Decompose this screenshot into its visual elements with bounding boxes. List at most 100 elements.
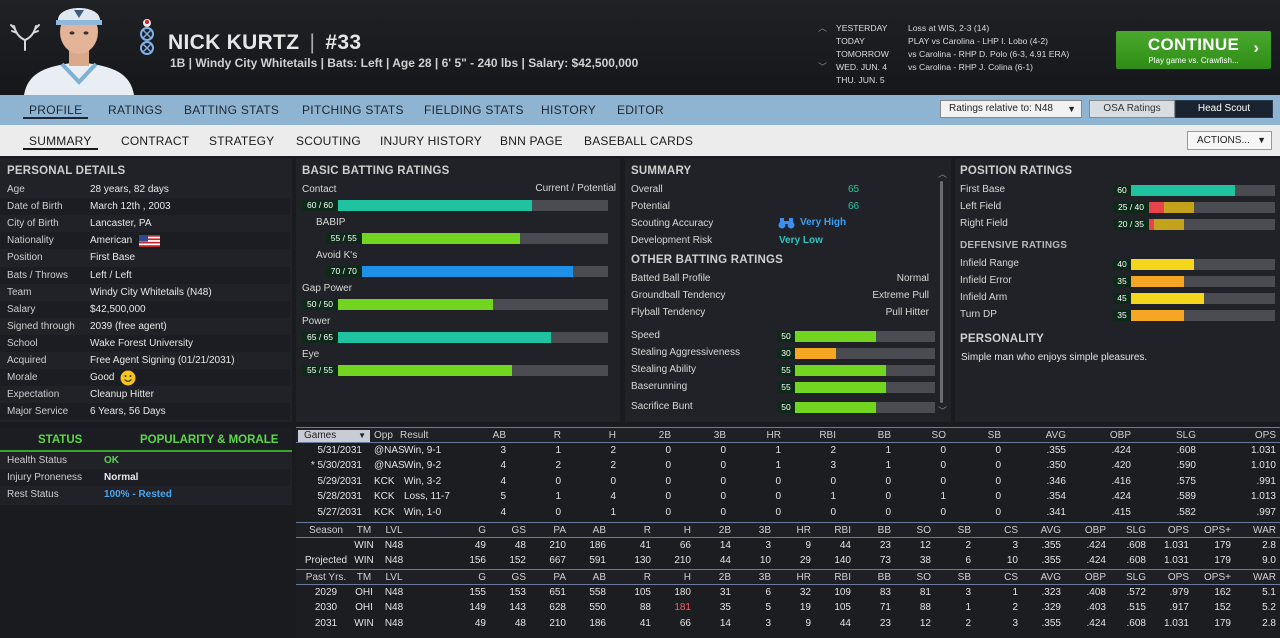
actions-dropdown[interactable]: ACTIONS... ▼: [1187, 131, 1272, 150]
column-header[interactable]: BB: [877, 430, 891, 441]
column-header[interactable]: WAR: [1253, 525, 1276, 536]
tab-contract[interactable]: CONTRACT: [121, 134, 190, 148]
column-header[interactable]: HR: [796, 572, 811, 583]
ratings-relative-select[interactable]: Ratings relative to: N48 ▼: [940, 100, 1082, 118]
column-header[interactable]: Result: [400, 430, 429, 441]
scroll-up-icon[interactable]: ︿: [938, 169, 948, 179]
summary-scrollbar[interactable]: ︿ ﹀: [938, 167, 948, 417]
column-header[interactable]: SO: [931, 430, 946, 441]
column-header[interactable]: PA: [553, 525, 566, 536]
antlers-logo-icon[interactable]: [8, 20, 42, 54]
column-header[interactable]: 2B: [658, 430, 671, 441]
past-row[interactable]: 2030 OHI N48 149 143 628 550 88 181 35 5 19 105 71 88 1…: [296, 600, 1280, 616]
tab-batting-stats[interactable]: BATTING STATS: [184, 103, 280, 117]
column-header[interactable]: R: [643, 525, 651, 536]
scrollbar-thumb[interactable]: [940, 181, 943, 403]
column-header[interactable]: 3B: [758, 572, 771, 583]
column-header[interactable]: 2B: [718, 572, 731, 583]
column-header[interactable]: HR: [796, 525, 811, 536]
column-header[interactable]: BB: [877, 572, 891, 583]
column-header[interactable]: GS: [511, 525, 526, 536]
column-header[interactable]: TM: [356, 572, 372, 583]
game-row[interactable]: 5/29/2031 KCK Win, 3-2 4 0 0 0 0 0 0 0 0 0 .346 .416 .5…: [296, 474, 1280, 490]
column-header[interactable]: SB: [957, 572, 971, 583]
column-header[interactable]: OBP: [1084, 525, 1106, 536]
head-scout-button[interactable]: Head Scout: [1175, 100, 1273, 118]
column-header[interactable]: OPS: [1167, 572, 1189, 583]
column-header[interactable]: OBP: [1109, 430, 1131, 441]
tab-history[interactable]: HISTORY: [541, 103, 597, 117]
column-header[interactable]: R: [643, 572, 651, 583]
column-header[interactable]: CS: [1004, 572, 1018, 583]
column-header[interactable]: WAR: [1253, 572, 1276, 583]
column-header[interactable]: RBI: [819, 430, 836, 441]
column-header[interactable]: RBI: [834, 572, 851, 583]
column-header[interactable]: OPS+: [1204, 572, 1231, 583]
tab-injury-history[interactable]: INJURY HISTORY: [380, 134, 482, 148]
column-header[interactable]: LVL: [385, 525, 403, 536]
column-header[interactable]: CS: [1004, 525, 1018, 536]
tab-pitching-stats[interactable]: PITCHING STATS: [302, 103, 404, 117]
column-header[interactable]: Opp: [374, 430, 393, 441]
column-header[interactable]: RBI: [834, 525, 851, 536]
column-header[interactable]: OPS: [1254, 430, 1276, 441]
schedule-row[interactable]: THU. JUN. 5: [818, 74, 1078, 87]
column-header[interactable]: BB: [877, 525, 891, 536]
column-header[interactable]: R: [553, 430, 561, 441]
season-row[interactable]: WIN N48 49 48 210 186 41 66 14 3 9 44 23 12 2 3.355.424…: [296, 538, 1280, 554]
tab-status[interactable]: STATUS: [38, 434, 83, 446]
tab-profile[interactable]: PROFILE: [23, 103, 89, 119]
schedule-row[interactable]: ﹀ WED. JUN. 4 vs Carolina - RHP J. Colina …: [818, 61, 1078, 74]
game-row[interactable]: * 5/30/2031 @NAS Win, 9-2 4 2 2 0 0 1 3 1 0 0 .350 .42…: [296, 458, 1280, 474]
tab-editor[interactable]: EDITOR: [617, 103, 664, 117]
tab-scouting[interactable]: SCOUTING: [296, 134, 361, 148]
column-header[interactable]: OPS+: [1204, 525, 1231, 536]
continue-button[interactable]: CONTINUE Play game vs. Crawfish... ›: [1116, 31, 1271, 69]
tab-ratings[interactable]: RATINGS: [108, 103, 163, 117]
column-header[interactable]: PA: [553, 572, 566, 583]
column-header[interactable]: H: [683, 572, 691, 583]
column-header[interactable]: H: [683, 525, 691, 536]
column-header[interactable]: SLG: [1125, 572, 1146, 583]
column-header[interactable]: GS: [511, 572, 526, 583]
column-header[interactable]: H: [608, 430, 616, 441]
column-header[interactable]: SO: [916, 525, 931, 536]
column-header[interactable]: AVG: [1040, 572, 1061, 583]
tab-summary[interactable]: SUMMARY: [23, 134, 98, 150]
column-header[interactable]: TM: [356, 525, 372, 536]
scroll-down-icon[interactable]: ﹀: [938, 406, 948, 416]
column-header[interactable]: AVG: [1045, 430, 1066, 441]
column-header[interactable]: Past Yrs.: [305, 572, 347, 583]
column-header[interactable]: SB: [957, 525, 971, 536]
schedule-row[interactable]: TODAY PLAY vs Carolina - LHP I. Lobo (4-2…: [818, 35, 1078, 48]
column-header[interactable]: 3B: [713, 430, 726, 441]
column-header[interactable]: G: [478, 525, 486, 536]
up-arrow-icon[interactable]: ︿: [818, 23, 828, 33]
column-header[interactable]: 2B: [718, 525, 731, 536]
osa-ratings-button[interactable]: OSA Ratings: [1089, 100, 1175, 118]
column-header[interactable]: HR: [766, 430, 781, 441]
games-selector[interactable]: Games ▼: [298, 429, 370, 442]
tab-bnn-page[interactable]: BNN PAGE: [500, 134, 563, 148]
schedule-row[interactable]: ︿ YESTERDAY Loss at WIS, 2-3 (14): [818, 22, 1078, 35]
column-header[interactable]: Season: [309, 525, 343, 536]
game-row[interactable]: 5/27/2031 KCK Win, 1-0 4 0 1 0 0 0 0 0 0 0 .341 .415 .5…: [296, 505, 1280, 521]
tab-baseball-cards[interactable]: BASEBALL CARDS: [584, 134, 694, 148]
game-row[interactable]: 5/28/2031 KCK Loss, 11-7 5 1 4 0 0 0 1 0 1 0 .354 .424…: [296, 489, 1280, 505]
game-row[interactable]: 5/31/2031 @NAS Win, 9-1 3 1 2 0 0 1 2 1 0 0 .355 .424.…: [296, 443, 1280, 459]
season-row[interactable]: Projected WIN N48 156 152 667 591 130 210 44 10 29 1…: [296, 553, 1280, 569]
column-header[interactable]: SO: [916, 572, 931, 583]
column-header[interactable]: SB: [987, 430, 1001, 441]
column-header[interactable]: OPS: [1167, 525, 1189, 536]
column-header[interactable]: SLG: [1125, 525, 1146, 536]
tab-strategy[interactable]: STRATEGY: [209, 134, 275, 148]
schedule-row[interactable]: TOMORROW vs Carolina - RHP D. Polo (6-3, …: [818, 48, 1078, 61]
column-header[interactable]: AB: [592, 572, 606, 583]
tab-popularity-morale[interactable]: POPULARITY & MORALE: [140, 434, 279, 446]
down-arrow-icon[interactable]: ﹀: [818, 62, 828, 72]
tab-fielding-stats[interactable]: FIELDING STATS: [424, 103, 524, 117]
column-header[interactable]: AVG: [1040, 525, 1061, 536]
past-row[interactable]: 2031 WIN N48 49 48 210 186 41 66 14 3 9 44 23 12 2 3.355…: [296, 616, 1280, 632]
past-row[interactable]: 2029 OHI N48 155 153 651 558 105 180 31 6 32 109 83 81…: [296, 585, 1280, 601]
column-header[interactable]: 3B: [758, 525, 771, 536]
